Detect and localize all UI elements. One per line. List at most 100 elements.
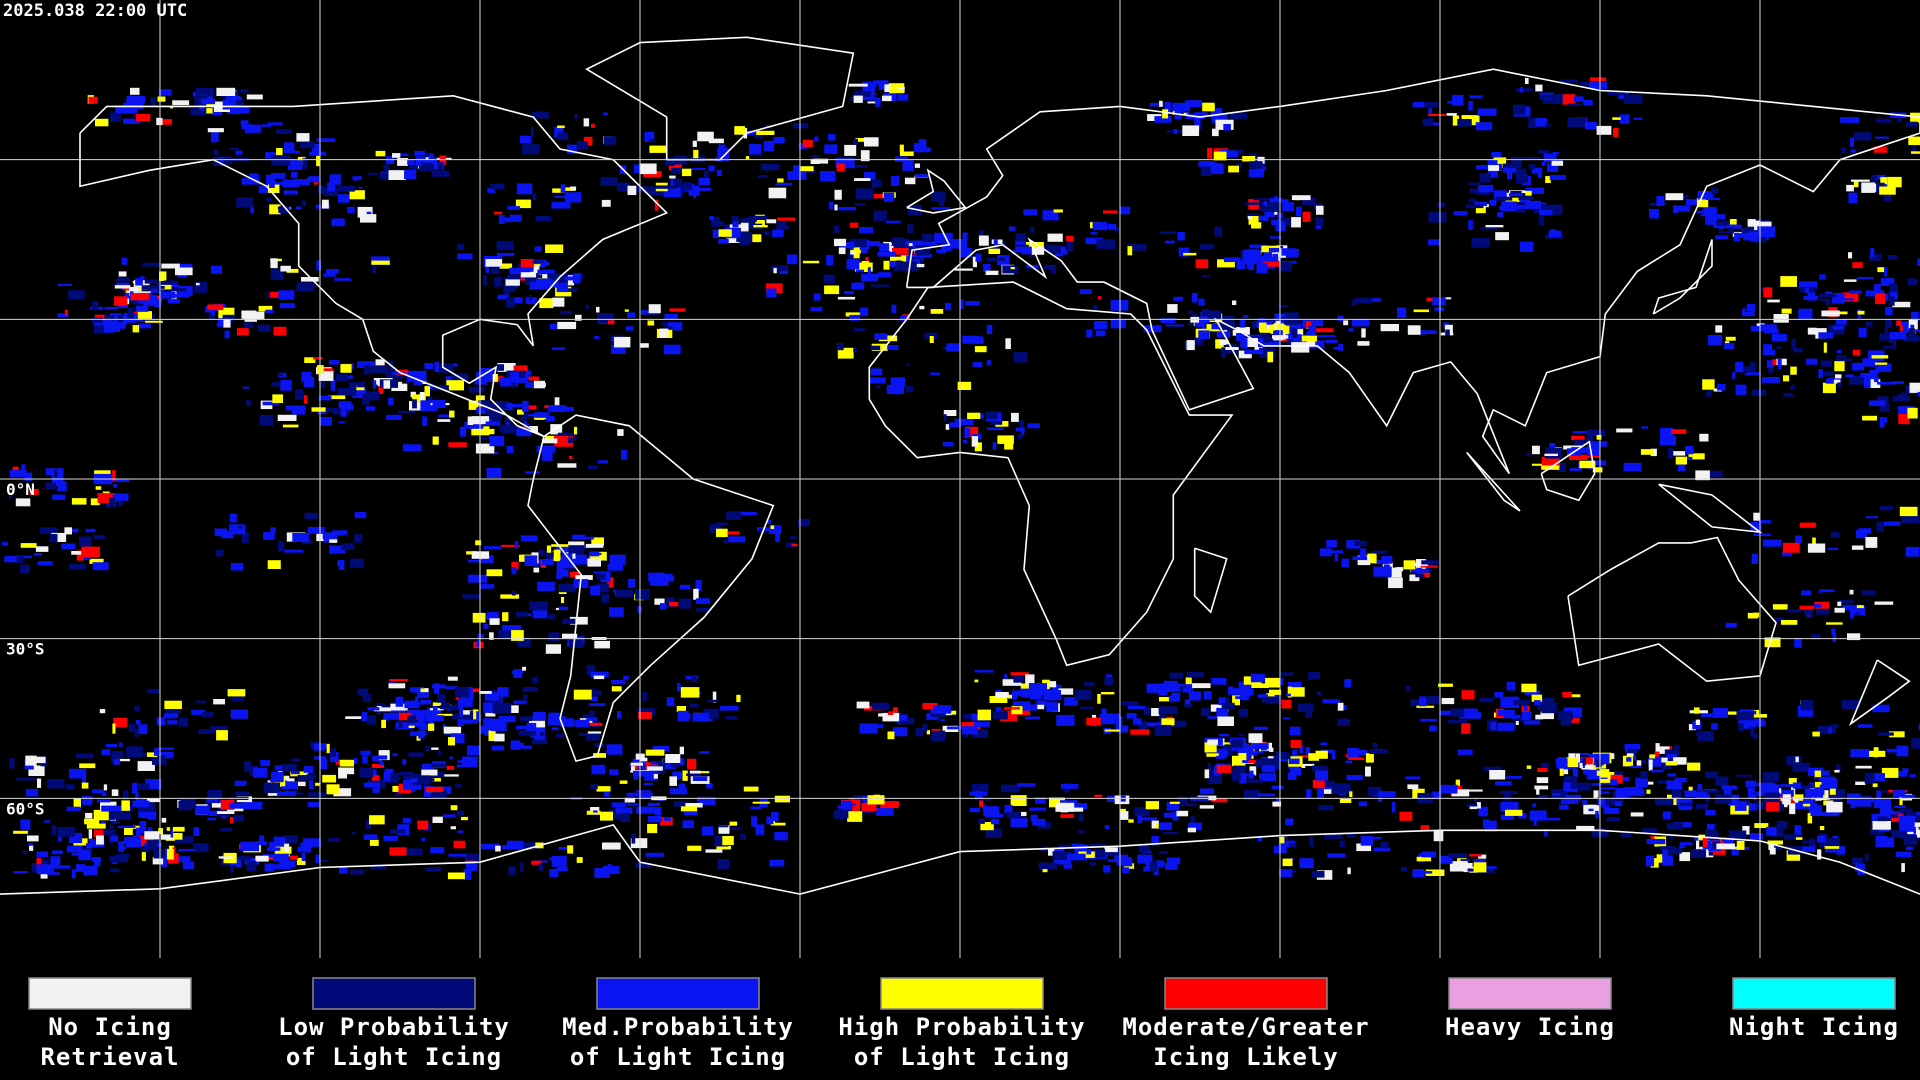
icing-cell (1889, 288, 1898, 300)
icing-cell (986, 360, 991, 366)
icing-cell (291, 171, 298, 179)
icing-cell (237, 327, 249, 336)
icing-cell (646, 766, 663, 771)
icing-cell (1317, 788, 1324, 799)
icing-cell (1515, 88, 1534, 92)
icing-cell (1655, 743, 1660, 752)
icing-cell (331, 218, 345, 227)
icing-cell (1147, 114, 1162, 121)
icing-cell (285, 405, 298, 411)
icing-cell (505, 279, 520, 286)
icing-cell (1586, 804, 1596, 810)
icing-cell (863, 171, 875, 180)
icing-cell (73, 798, 81, 808)
icing-cell (1238, 734, 1245, 737)
icing-cell (145, 320, 163, 323)
icing-cell (1715, 776, 1729, 786)
icing-cell (1103, 865, 1111, 873)
icing-cell (680, 184, 685, 194)
icing-cell (1905, 546, 1920, 557)
icing-cell (545, 551, 560, 559)
icing-cell (94, 861, 101, 867)
icing-cell (426, 786, 444, 793)
icing-cell (1182, 125, 1200, 136)
icing-cell (1627, 796, 1636, 799)
icing-cell (1010, 267, 1015, 270)
icing-cell (1726, 711, 1743, 715)
icing-cell (848, 83, 868, 87)
icing-cell (467, 559, 483, 563)
icing-cell (1138, 845, 1150, 853)
icing-cell (211, 309, 215, 315)
icing-cell (241, 310, 257, 319)
icing-cell (332, 530, 348, 536)
icing-cell (558, 583, 576, 593)
icing-cell (1287, 681, 1302, 689)
icing-cell (337, 194, 350, 203)
icing-cell (1814, 601, 1830, 609)
icing-cell (718, 238, 729, 244)
icing-cell (1399, 811, 1413, 821)
icing-cell (659, 817, 673, 826)
icing-cell (1685, 456, 1693, 460)
icing-cell (1850, 801, 1855, 809)
icing-cell (1716, 843, 1735, 850)
icing-cell (483, 274, 487, 286)
icing-cell (82, 775, 86, 784)
icing-cell (1212, 112, 1228, 124)
icing-cell (1237, 748, 1245, 757)
icing-cell (1032, 818, 1046, 826)
icing-cell (771, 229, 784, 237)
icing-cell (1104, 729, 1120, 732)
icing-cell (120, 853, 130, 857)
icing-cell (177, 291, 190, 296)
icing-cell (1566, 788, 1578, 793)
legend-label: Night Icing (1729, 1013, 1899, 1041)
icing-cell (1513, 718, 1529, 721)
icing-cell (663, 573, 673, 581)
icing-cell (793, 123, 809, 129)
icing-cell (1165, 324, 1184, 327)
icing-cell (1388, 577, 1403, 589)
icing-cell (541, 558, 554, 565)
icing-cell (1660, 427, 1674, 437)
icing-cell (1468, 182, 1480, 185)
icing-cell (1063, 864, 1073, 869)
icing-cell (1801, 840, 1816, 844)
icing-cell (269, 841, 276, 852)
icing-cell (378, 385, 384, 394)
icing-cell (988, 248, 1001, 254)
icing-cell (680, 584, 691, 590)
icing-cell (541, 451, 553, 461)
icing-cell (853, 347, 857, 353)
icing-cell (1428, 239, 1440, 246)
icing-cell (626, 803, 639, 806)
icing-cell (1107, 859, 1126, 862)
icing-cell (354, 534, 363, 543)
icing-cell (424, 386, 430, 397)
icing-cell (951, 710, 957, 715)
icing-cell (1216, 707, 1229, 719)
icing-cell (777, 178, 784, 183)
icing-cell (304, 512, 318, 519)
icing-cell (1840, 298, 1854, 301)
icing-cell (443, 726, 462, 734)
icing-cell (99, 709, 106, 714)
icing-cell (76, 753, 94, 759)
icing-cell (502, 625, 521, 631)
icing-cell (386, 414, 402, 420)
icing-cell (207, 304, 224, 311)
icing-cell (1428, 114, 1446, 116)
icing-cell (1460, 859, 1470, 861)
icing-cell (1917, 391, 1920, 397)
icing-cell (884, 84, 890, 92)
icing-cell (586, 664, 595, 676)
icing-cell (593, 810, 598, 813)
icing-cell (844, 291, 854, 295)
icing-cell (1696, 803, 1708, 809)
icing-cell (870, 345, 881, 351)
icing-cell (1199, 805, 1214, 809)
icing-cell (1287, 772, 1297, 780)
icing-cell (323, 273, 336, 277)
icing-cell (725, 716, 737, 720)
